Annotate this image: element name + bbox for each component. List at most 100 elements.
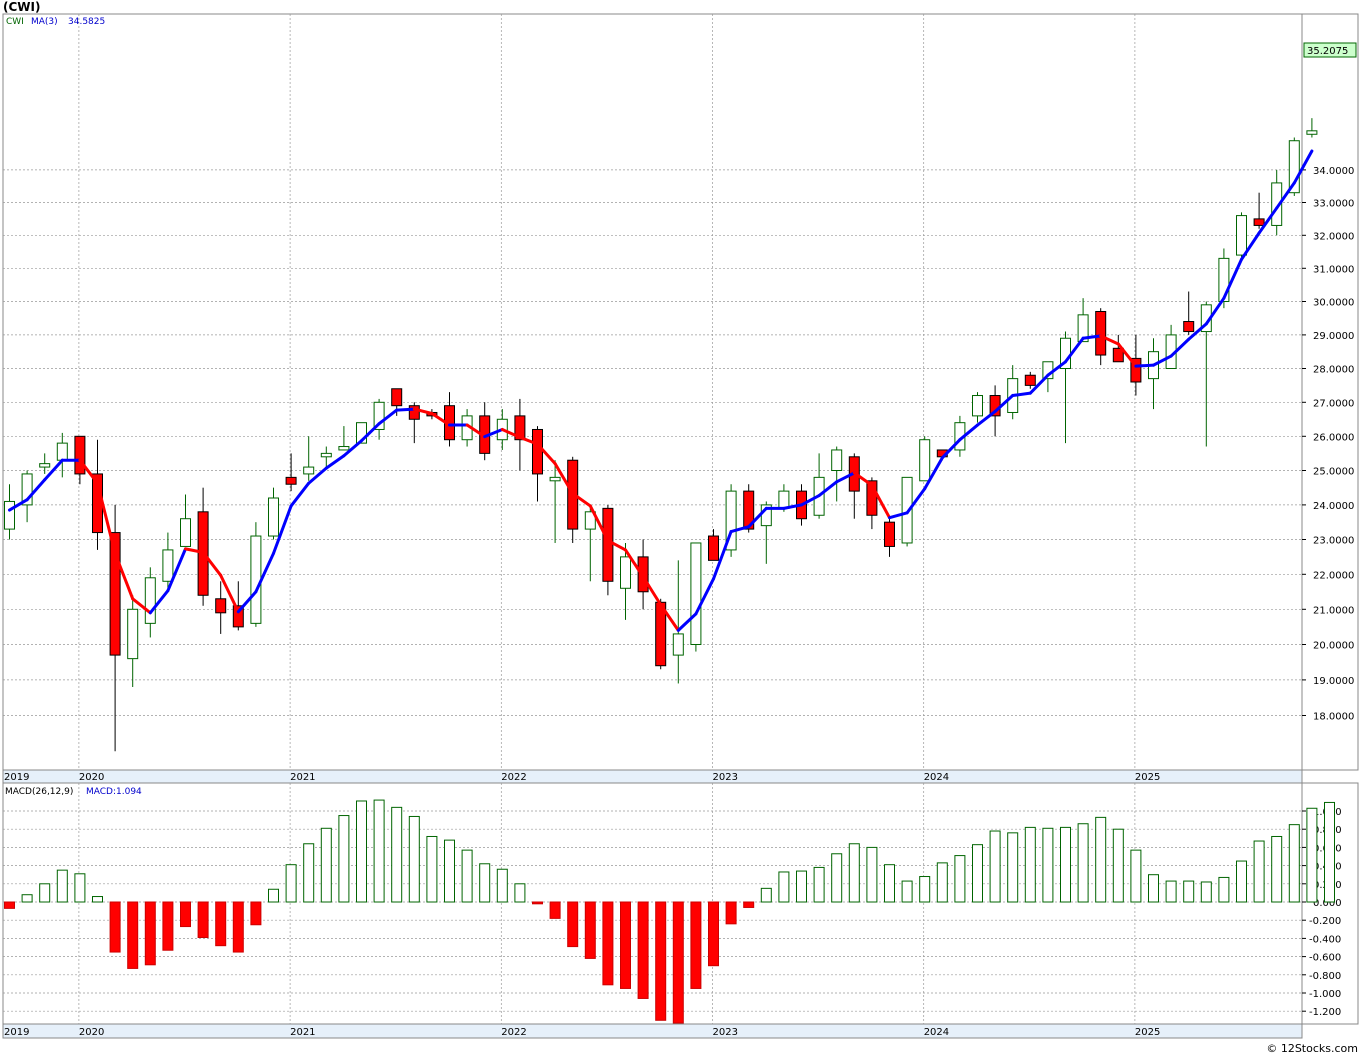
candle-body [215,598,227,614]
x-tick-label: 2021 [290,772,315,783]
ma-segment [113,551,135,601]
y-tick-label: 0.000 [1313,898,1342,909]
macd-bar [1148,874,1159,903]
candle-body [1306,130,1318,135]
macd-bar [1236,860,1247,903]
candle-body [21,473,33,506]
price-axis-frame [1301,13,1359,771]
candle-body [1095,310,1107,356]
macd-bar [109,901,121,953]
candle [1306,118,1318,138]
ma-segment [923,456,944,491]
ma-segment [852,471,874,487]
macd-bar [708,901,719,967]
candle [338,426,350,451]
candle [162,532,174,589]
candle-body [708,535,719,561]
price-legend-ma: MA(3) [31,17,58,27]
candle-body [250,535,262,624]
macd-bar [4,901,15,909]
candle [972,392,983,423]
candle-body [778,490,790,509]
y-tick-label: 32.0000 [1313,231,1354,242]
macd-bar [620,901,631,989]
candle [743,484,755,533]
macd-bar [21,894,33,903]
y-tick-label: 31.0000 [1313,264,1354,275]
candle-body [831,449,843,471]
candle-body [549,476,561,482]
ma-segment [307,466,328,485]
macd-bar [1165,880,1177,903]
macd-bar [514,883,526,903]
macd-bar [848,843,860,903]
candle-body [1253,218,1265,226]
ma-segment [184,547,205,554]
ma-segment [729,525,751,534]
macd-bar [743,901,755,908]
ma-segment [940,438,962,460]
ma-segment [342,439,363,458]
macd-bar [373,799,385,903]
y-tick-label: -0.200 [1309,916,1341,927]
ma-segment [1028,373,1050,395]
candle [620,542,631,620]
candle-body [919,439,931,482]
candle-body [584,511,596,530]
macd-bar [1306,807,1318,903]
candle [127,595,139,688]
candle [144,567,156,638]
candle-body [1024,374,1036,386]
candle-body [1236,215,1247,256]
macd-bar [391,806,403,903]
candle-body [672,633,684,656]
candle [672,560,684,684]
candle-body [285,476,297,485]
price-legend-ma-value: 34.5825 [68,17,105,27]
price-x-axis: 2019 2020 2021 2022 2023 2024 2025 [4,772,1160,783]
x-tick-label: 2025 [1135,1027,1160,1038]
candle [690,542,702,652]
ma-segment [1240,231,1261,261]
y-tick-label: 30.0000 [1313,298,1354,309]
y-tick-label: 19.0000 [1313,676,1354,687]
candle-body [303,466,315,475]
ma-segment [1169,337,1191,358]
ma-segment [1116,342,1138,368]
candle [514,398,526,471]
candle [549,460,561,543]
ma-segment [483,427,504,439]
candle [725,484,737,557]
macd-bar [1060,826,1071,903]
y-tick-label: -0.400 [1309,934,1341,945]
macd-bar [127,901,139,969]
candle-body [1183,321,1195,333]
x-tick-label: 2019 [4,1027,29,1038]
ma-segment [870,483,891,520]
candle [39,453,51,474]
ma-segment [148,589,170,615]
candle-body [620,556,631,589]
ma-segment [624,548,645,579]
macd-bar [426,835,438,903]
macd-bar [690,901,702,989]
candle-body [356,422,367,444]
candle-body [56,442,68,461]
candle [320,446,332,468]
candle-body [74,435,86,475]
price-panel-frame [2,13,1303,771]
candle-body [109,532,121,656]
macd-bar [972,844,983,903]
candle-body [1112,347,1124,363]
candle-body [39,463,51,468]
candle-body [408,405,420,420]
macd-bar [725,901,737,925]
candle [584,504,596,582]
ma-segment [1099,334,1120,346]
ma-segment [25,478,47,502]
candle-body [268,497,279,537]
candle-body [866,480,878,516]
macd-bar [144,901,156,966]
macd-bar [92,896,103,903]
candle [109,504,121,752]
